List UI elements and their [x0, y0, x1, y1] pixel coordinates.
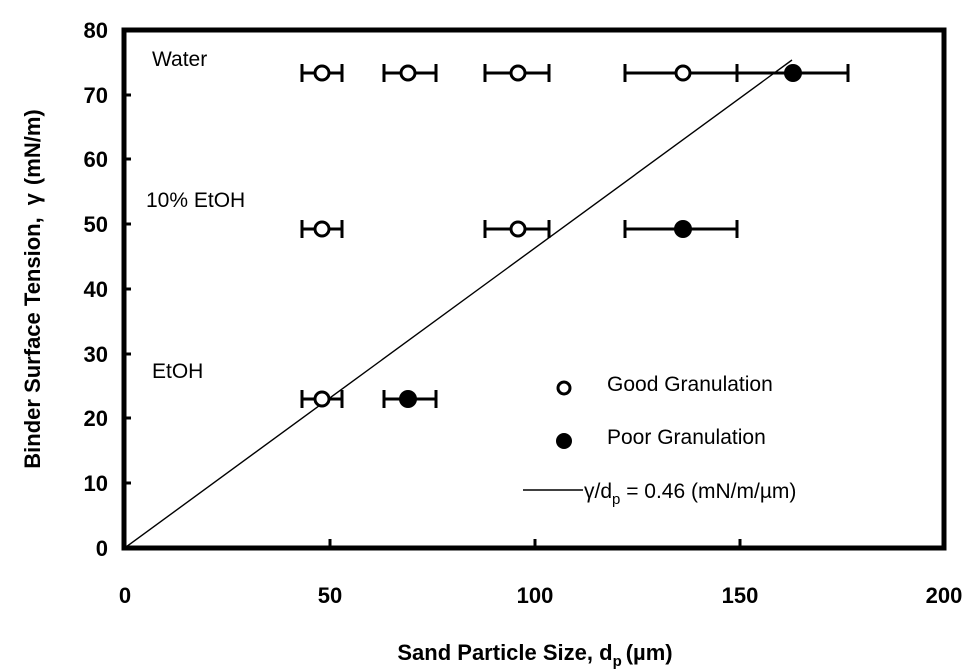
good-granulation-marker: [509, 64, 527, 82]
annotation-10-etoh: 10% EtOH: [146, 189, 245, 212]
x-tick-label: 100: [517, 583, 554, 608]
good-granulation-marker: [313, 220, 331, 238]
y-tick-label: 0: [96, 536, 108, 561]
good-granulation-marker: [509, 220, 527, 238]
y-tick-label: 50: [84, 212, 108, 237]
good-granulation-marker: [674, 64, 692, 82]
y-tick-label: 40: [84, 277, 108, 302]
y-tick-label: 30: [84, 342, 108, 367]
series-10-etoh-markers: [313, 220, 692, 238]
x-tick-label: 50: [318, 583, 342, 608]
legend: Good Granulation Poor Granulation γ/dp =…: [523, 373, 796, 508]
annotation-water: Water: [152, 48, 207, 71]
x-tick-label: 0: [119, 583, 131, 608]
annotation-etoh: EtOH: [152, 360, 203, 383]
legend-poor-label: Poor Granulation: [607, 426, 766, 449]
y-tick-label: 70: [84, 83, 108, 108]
poor-granulation-marker: [784, 64, 802, 82]
y-axis-title: Binder Surface Tension,γ(mN/m): [20, 109, 45, 468]
series-etoh-markers: [313, 390, 417, 408]
poor-granulation-marker: [674, 220, 692, 238]
x-tick-labels: 0 50 100 150 200: [119, 583, 962, 608]
legend-filled-circle-icon: [556, 433, 572, 449]
y-tick-label: 10: [84, 471, 108, 496]
y-tick-label: 20: [84, 406, 108, 431]
y-axis-ticks: [124, 93, 131, 485]
series-water-markers: [313, 64, 802, 82]
x-tick-label: 150: [722, 583, 759, 608]
x-tick-label: 200: [926, 583, 963, 608]
legend-open-circle-icon: [556, 380, 572, 396]
y-tick-label: 80: [84, 18, 108, 43]
good-granulation-marker: [313, 64, 331, 82]
series-etoh: [300, 390, 438, 408]
fit-line: [125, 59, 793, 548]
y-tick-labels: 0 10 20 30 40 50 60 70 80: [84, 18, 108, 561]
poor-granulation-marker: [399, 390, 417, 408]
x-axis-title: Sand Particle Size, dp (µm): [397, 640, 672, 669]
plot-frame: [121, 27, 947, 551]
good-granulation-marker: [399, 64, 417, 82]
good-granulation-marker: [313, 390, 331, 408]
legend-line-label: γ/dp = 0.46 (mN/m/µm): [584, 480, 796, 508]
y-tick-label: 60: [84, 147, 108, 172]
legend-good-label: Good Granulation: [607, 373, 773, 396]
x-axis-ticks: [328, 539, 742, 548]
